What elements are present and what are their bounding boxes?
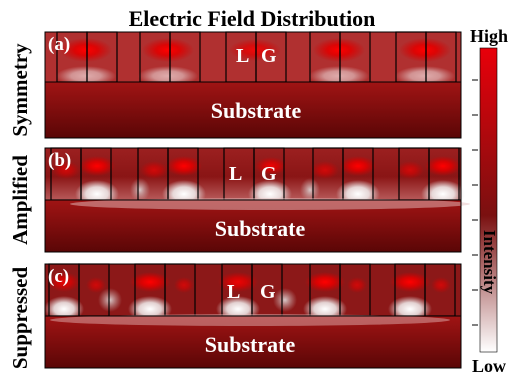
colorbar-high-label: High xyxy=(470,26,508,46)
figure-title: Electric Field Distribution xyxy=(129,6,376,31)
loss-label-b: L xyxy=(229,163,242,185)
colorbar-gradient xyxy=(479,47,498,353)
substrate-suppressed xyxy=(45,316,461,368)
substrate-label-c: Substrate xyxy=(205,332,296,357)
panel-tag-a: (a) xyxy=(48,34,70,55)
panel-tag-b: (b) xyxy=(48,150,71,171)
gain-label-a: G xyxy=(261,45,277,67)
substrate-symmetry xyxy=(45,82,461,138)
gain-label-c: G xyxy=(260,281,276,303)
panel-suppressed: (c) L G Substrate xyxy=(44,263,462,369)
colorbar: High Intensity Low xyxy=(470,26,508,376)
colorbar-low-label: Low xyxy=(472,356,506,376)
panel-symmetry: (a) L G Substrate xyxy=(44,31,462,139)
loss-label-a: L xyxy=(236,45,249,67)
row-label-amplified: Amplified xyxy=(8,155,32,245)
row-label-symmetry: Symmetry xyxy=(8,43,32,137)
panel-amplified: (b) L G Substrate xyxy=(44,147,470,253)
row-label-suppressed: Suppressed xyxy=(8,267,32,370)
loss-label-c: L xyxy=(227,281,240,303)
panel-tag-c: (c) xyxy=(48,266,69,287)
colorbar-axis-label: Intensity xyxy=(480,230,499,295)
substrate-label-b: Substrate xyxy=(215,216,306,241)
substrate-label-a: Substrate xyxy=(211,98,302,123)
gain-label-b: G xyxy=(261,163,277,185)
